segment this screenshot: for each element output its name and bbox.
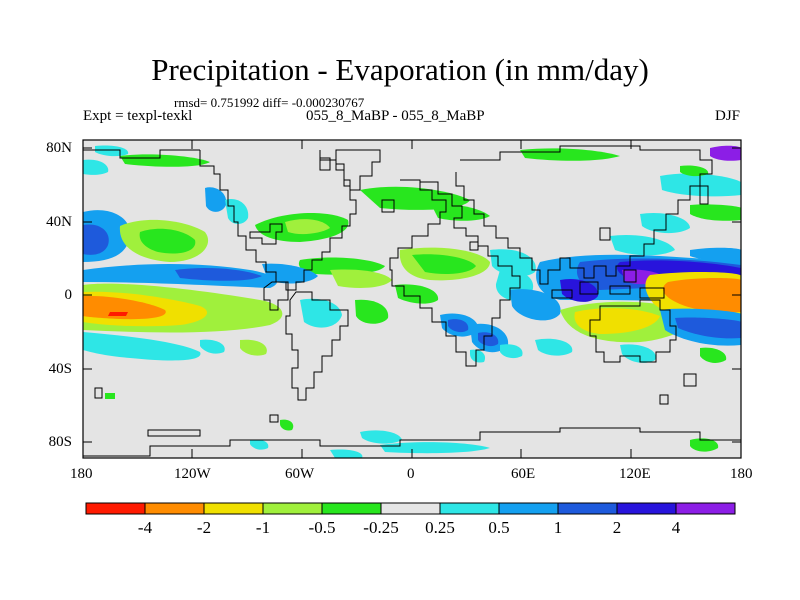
field-patch [120,154,210,167]
colorbar [85,502,736,515]
field-patch [83,224,109,255]
colorbar-label: -2 [196,518,212,537]
colorbar-label: 2 [612,518,622,537]
field-patch [448,319,469,333]
colorbar-label: 1 [553,518,563,537]
field-patch [83,295,166,320]
colorbar-swatch [557,502,618,515]
field-patch [83,332,201,361]
field-patch [690,438,719,452]
field-patch [620,344,656,363]
season-label: DJF [714,108,740,124]
field-patch [330,269,392,288]
lat-tick-40s: 40S [48,361,72,377]
field-patch [690,247,741,262]
colorbar-swatch [616,502,677,515]
lon-tick-60e: 60E [511,466,536,482]
map-title: Precipitation - Evaporation (in mm/day) [151,52,649,87]
field-patch [490,249,536,277]
lat-tick-80s: 80S [48,434,72,450]
lon-tick-60w: 60W [285,466,315,482]
field-patch [675,317,741,339]
field-patch [710,145,741,161]
field-patch [105,393,115,399]
comparison-label: 055_8_MaBP - 055_8_MaBP [306,108,485,124]
lon-tick-180w: 180 [70,466,93,482]
colorbar-swatch [203,502,264,515]
colorbar-label: -0.5 [308,518,336,537]
lon-tick-120w: 120W [174,466,211,482]
field-patch [108,312,128,316]
field-patch [285,219,330,235]
field-patch [200,339,225,354]
axis-ticks [83,140,741,458]
field-patch [520,148,620,161]
lon-tick-120e: 120E [619,466,651,482]
field-patch [380,442,490,454]
field-patch [560,278,599,302]
field-patch [250,439,269,450]
stats-line: rmsd= 0.751992 diff= -0.000230767 [174,95,365,110]
field-patch [663,278,741,313]
field-patch [360,186,470,210]
field-patch [574,308,660,334]
field-patch [610,234,675,256]
field-patch [330,449,363,458]
colorbar-label: -0.25 [363,518,399,537]
field-patch [205,187,227,212]
lat-tick-40n: 40N [46,214,72,230]
lon-tick-180e: 180 [730,466,753,482]
colorbar-swatch [321,502,382,515]
field-patch [395,284,439,304]
field-patch [500,344,523,359]
field-patch [470,349,486,363]
field-patch [690,204,741,221]
field-patch [225,199,249,224]
lon-tick-0: 0 [407,466,415,482]
field-patch [535,338,573,356]
colorbar-swatch [380,502,441,515]
field-patch [510,289,561,321]
field-layer [83,140,741,458]
colorbar-swatch [144,502,205,515]
colorbar-swatch [439,502,500,515]
colorbar-label: 0.5 [488,518,510,537]
field-patch [412,254,476,274]
field-patch [280,419,294,431]
field-patch [139,228,196,254]
field-patch [360,430,402,444]
colorbar-label: 0.25 [425,518,455,537]
field-patch [83,159,109,175]
lat-tick-80n: 80N [46,140,72,156]
field-patch [700,347,727,363]
colorbar-swatch [262,502,323,515]
experiment-label: Expt = texpl-texkl [83,108,193,124]
field-patch [640,212,690,234]
colorbar-label: 4 [671,518,681,537]
field-patch [240,339,267,356]
field-patch [175,268,262,281]
lat-tick-0: 0 [64,287,73,303]
field-patch [355,299,389,324]
colorbar-label: -1 [255,518,271,537]
field-patch [300,298,342,328]
coastlines [83,145,741,457]
colorbar-swatch [498,502,559,515]
colorbar-swatch [675,502,736,515]
field-patch [478,332,499,347]
colorbar-label: -4 [137,518,153,537]
colorbar-swatch [85,502,146,515]
